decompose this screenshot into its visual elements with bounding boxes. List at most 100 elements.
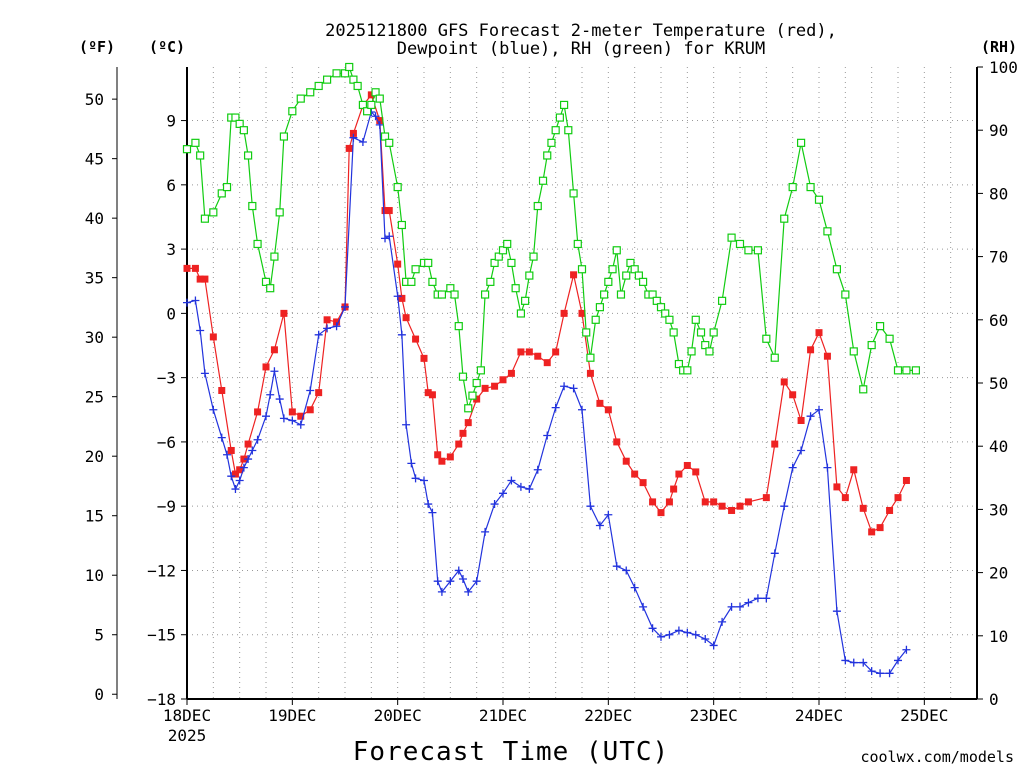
rh-tick-label: 20 <box>989 564 1008 583</box>
temperature-point <box>728 506 736 514</box>
celsius-tick-label: 0 <box>166 304 176 323</box>
dewpoint-point <box>402 420 411 429</box>
rh-point <box>885 334 894 343</box>
axes <box>112 66 983 705</box>
rh-point <box>380 132 390 141</box>
temperature-point <box>244 440 252 448</box>
temperature-point <box>876 524 884 532</box>
temperature-point <box>262 363 270 371</box>
dewpoint-point <box>428 508 437 517</box>
dewpoint-point <box>516 482 525 491</box>
temperature-point <box>578 309 586 317</box>
temperature-point <box>762 494 770 502</box>
rh-point <box>604 277 613 286</box>
temperature-point <box>201 275 209 283</box>
rh-point <box>555 113 564 122</box>
dewpoint-point <box>217 433 226 442</box>
rh-point <box>612 246 621 255</box>
dewpoint-point <box>183 298 191 307</box>
rh-point <box>573 239 582 249</box>
temperature-point <box>455 440 463 448</box>
rh-point <box>529 252 538 261</box>
dewpoint-point <box>407 459 416 468</box>
rh-point <box>182 145 192 154</box>
rh-tick-label: 30 <box>989 500 1008 519</box>
rh-point <box>691 315 700 324</box>
temperature-point <box>670 485 678 493</box>
temperature-point <box>240 455 248 463</box>
rh-point <box>516 309 526 318</box>
rh-point <box>306 88 315 97</box>
credit-text[interactable]: coolwx.com/models <box>860 748 1014 766</box>
dewpoint-point <box>770 549 779 558</box>
rh-point <box>705 347 714 356</box>
rh-point <box>397 220 406 230</box>
dewpoint-point <box>578 405 586 414</box>
temperature-point <box>481 384 489 392</box>
dewpoint-point <box>262 412 270 421</box>
temperature-point <box>464 419 472 427</box>
rh-point <box>296 94 305 103</box>
dewpoint-point <box>701 635 710 644</box>
unit-celsius: (ºC) <box>149 38 185 56</box>
dewpoint-point <box>239 463 248 472</box>
rh-point <box>266 284 275 293</box>
rh-point <box>525 271 534 280</box>
rh-point <box>841 290 850 299</box>
temperature-point <box>710 498 718 506</box>
dewpoint-point <box>270 367 279 376</box>
rh-point <box>687 347 696 356</box>
dewpoint-point <box>867 667 876 676</box>
rh-point <box>591 315 600 324</box>
dewpoint-point <box>235 476 244 485</box>
temperature-point <box>297 412 305 420</box>
dewpoint-point <box>454 566 463 575</box>
rh-point <box>867 340 876 350</box>
dewpoint-point <box>227 472 236 481</box>
rh-series <box>182 62 921 413</box>
rh-point <box>770 353 779 362</box>
temperature-point <box>886 506 894 514</box>
temperature-point <box>367 91 375 99</box>
x-tick-label: 22DEC <box>584 706 632 725</box>
temperature-point <box>236 466 244 474</box>
rh-point <box>648 290 657 299</box>
unit-fahrenheit: (ºF) <box>79 38 115 56</box>
temperature-point <box>323 316 331 324</box>
dewpoint-point <box>446 577 455 586</box>
dewpoint-point <box>691 630 700 639</box>
temperature-point <box>191 264 199 272</box>
dewpoint-point <box>543 431 552 440</box>
rh-point <box>468 391 477 400</box>
rh-point <box>349 75 358 84</box>
temperature-point <box>507 369 515 377</box>
temperature-point <box>622 457 630 465</box>
dewpoint-point <box>397 330 406 339</box>
rh-point <box>353 81 362 91</box>
temperature-point <box>218 386 226 394</box>
rh-point <box>608 265 617 274</box>
temperature-point <box>543 359 551 367</box>
rh-tick-label: 60 <box>989 311 1008 330</box>
rh-point <box>503 239 512 249</box>
temperature-point <box>394 260 402 268</box>
rh-point <box>717 296 727 305</box>
rh-point <box>450 290 459 299</box>
celsius-tick-label: −18 <box>147 690 176 709</box>
temperature-point <box>196 275 204 283</box>
temperature-point <box>570 271 578 279</box>
dewpoint-point <box>744 598 753 607</box>
chart-title: 2025121800 GFS Forecast 2-meter Temperat… <box>325 21 837 41</box>
dewpoint-point <box>674 626 683 635</box>
dewpoint-point <box>762 594 771 603</box>
rh-point <box>385 138 394 147</box>
dewpoint-point <box>371 112 380 121</box>
rh-point <box>622 271 631 280</box>
temperature-point <box>552 348 560 356</box>
rh-point <box>902 366 911 375</box>
temperature-point <box>789 391 797 399</box>
dewpoint-point <box>393 292 402 301</box>
temperature-point <box>850 466 858 474</box>
dewpoint-point <box>823 463 832 472</box>
rh-point <box>788 182 797 192</box>
